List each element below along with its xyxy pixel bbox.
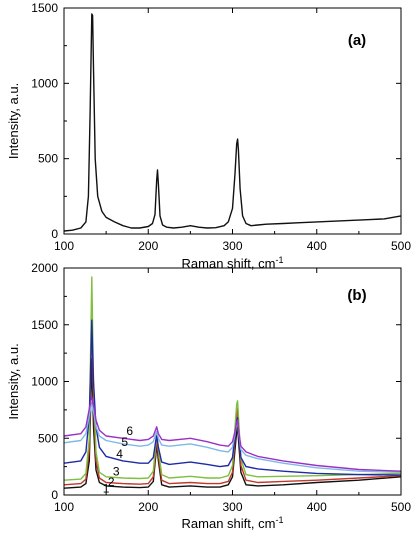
panel-label: (b) <box>347 287 366 304</box>
x-axis-title: Raman shift, cm-1 <box>182 255 284 271</box>
x-axis-title-text: Raman shift, cm <box>182 516 276 531</box>
series-line-6 <box>63 396 402 472</box>
x-tick-label: 500 <box>391 239 411 253</box>
x-tick-label: 100 <box>54 500 74 514</box>
x-tick-label: 400 <box>307 239 327 253</box>
x-tick-label: 300 <box>222 239 242 253</box>
y-tick-label: 500 <box>38 152 58 166</box>
series-number-label-4: 4 <box>116 447 123 461</box>
y-tick-label: 1500 <box>31 318 58 332</box>
series-number-label-2: 2 <box>108 475 115 489</box>
x-axis-title-superscript: -1 <box>275 515 283 525</box>
x-tick-label: 400 <box>307 500 327 514</box>
series-line-1 <box>63 13 402 232</box>
y-axis-title: Intensity, a.u. <box>6 83 21 159</box>
x-axis-title: Raman shift, cm-1 <box>182 515 284 531</box>
y-tick-label: 500 <box>38 431 58 445</box>
series-number-label-6: 6 <box>126 424 133 438</box>
chart-panel-a: 100 200 300 400 500 0 500 1000 1500 Raman shift, … <box>6 1 411 271</box>
x-tick-label: 200 <box>138 500 158 514</box>
series-number-label-3: 3 <box>113 465 120 479</box>
y-tick-label: 1000 <box>31 76 58 90</box>
series-number-label-1: 1 <box>103 482 110 496</box>
series-line-3 <box>63 276 402 481</box>
y-tick-label: 0 <box>51 227 58 241</box>
series-line-4 <box>63 319 402 476</box>
chart-panel-b: 100 200 300 400 500 0 500 1000 1500 2000 Raman shi… <box>6 261 411 531</box>
x-tick-label: 500 <box>391 500 411 514</box>
x-tick-label: 200 <box>138 239 158 253</box>
x-axis-title-text: Raman shift, cm <box>182 256 276 271</box>
y-tick-label: 1500 <box>31 1 58 15</box>
panel-label: (a) <box>348 32 366 49</box>
y-tick-label: 1000 <box>31 375 58 389</box>
series-line-5 <box>63 403 402 473</box>
y-tick-label: 0 <box>51 488 58 502</box>
y-axis-title: Intensity, a.u. <box>6 343 21 419</box>
series-number-label-5: 5 <box>121 435 128 449</box>
x-tick-label: 300 <box>222 500 242 514</box>
x-tick-label: 100 <box>54 239 74 253</box>
x-axis-title-superscript: -1 <box>275 255 283 265</box>
y-tick-label: 2000 <box>31 261 58 275</box>
